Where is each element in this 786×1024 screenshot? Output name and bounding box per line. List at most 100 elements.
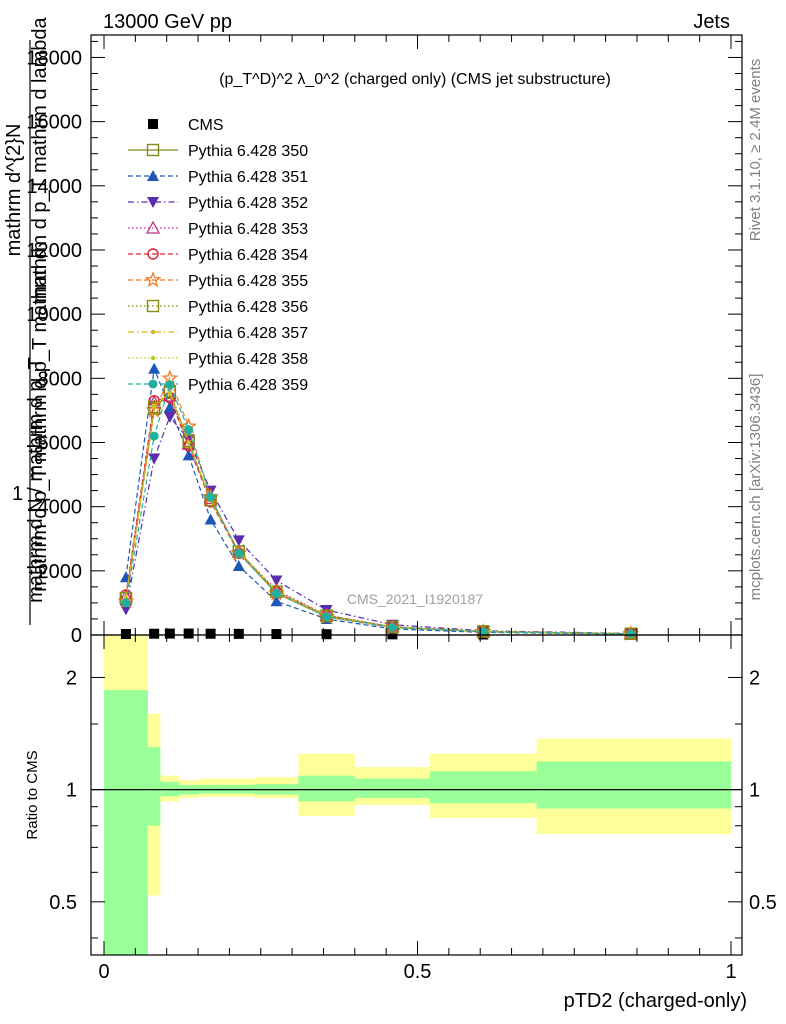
legend-label-1: Pythia 6.428 350 bbox=[188, 143, 308, 160]
series-3-point-5 bbox=[232, 535, 245, 547]
legend-label-2: Pythia 6.428 351 bbox=[188, 169, 308, 186]
ratio-stat-band-0 bbox=[104, 690, 148, 955]
legend-marker-0 bbox=[148, 119, 158, 129]
series-2-point-4 bbox=[204, 513, 217, 525]
main-ytick-label: 2000 bbox=[38, 561, 83, 583]
header-jets: Jets bbox=[693, 11, 730, 33]
main-ytick-label: 10000 bbox=[26, 304, 82, 326]
series-2-point-1 bbox=[148, 362, 161, 374]
watermark-analysis: CMS_2021_I1920187 bbox=[347, 591, 483, 607]
legend-label-3: Pythia 6.428 352 bbox=[188, 195, 308, 212]
legend-label-6: Pythia 6.428 355 bbox=[188, 273, 308, 290]
series-0-point-5 bbox=[233, 628, 244, 639]
series-0-point-3 bbox=[183, 628, 194, 639]
main-ytick-label: 6000 bbox=[38, 432, 83, 454]
series-7-point-3 bbox=[182, 434, 195, 448]
series-2-point-6 bbox=[270, 595, 283, 607]
legend-marker-7 bbox=[146, 299, 160, 313]
legend-label-5: Pythia 6.428 354 bbox=[188, 247, 308, 264]
legend-marker-8 bbox=[150, 329, 156, 335]
main-ytick-label: 8000 bbox=[38, 368, 83, 390]
legend-entry-4: Pythia 6.428 353 bbox=[128, 220, 308, 238]
main-ytick-label: 12000 bbox=[26, 240, 82, 262]
series-9-point-3 bbox=[186, 440, 191, 445]
ratio-xtick-label: 0 bbox=[98, 961, 109, 983]
legend-label-8: Pythia 6.428 357 bbox=[188, 325, 308, 342]
series-10-point-6 bbox=[271, 588, 281, 598]
legend-entry-2: Pythia 6.428 351 bbox=[128, 169, 308, 186]
series-7-point-7 bbox=[320, 609, 333, 622]
series-0-point-0 bbox=[120, 629, 131, 640]
ratio-stat-band-2 bbox=[160, 781, 180, 797]
legend-entry-1: Pythia 6.428 350 bbox=[128, 143, 308, 160]
ratio-stat-band-1 bbox=[147, 747, 161, 826]
series-2-point-2 bbox=[163, 401, 176, 413]
legend-label-4: Pythia 6.428 353 bbox=[188, 221, 308, 238]
ratio-ytick-label: 2 bbox=[66, 667, 77, 689]
series-0-point-7 bbox=[321, 629, 332, 640]
legend-entry-10: Pythia 6.428 359 bbox=[128, 377, 308, 394]
ratio-ticks: 0.5 0.5 1 1 2 2 0 0.5 1 bbox=[49, 635, 777, 983]
ratio-stat-band-9 bbox=[430, 771, 537, 804]
series-0-point-8 bbox=[387, 629, 398, 640]
series-10-point-9 bbox=[478, 627, 488, 637]
legend-label-9: Pythia 6.428 358 bbox=[188, 351, 308, 368]
series-10-point-3 bbox=[184, 425, 194, 435]
main-series bbox=[117, 362, 639, 641]
legend-label-10: Pythia 6.428 359 bbox=[188, 377, 308, 394]
series-4-point-3 bbox=[181, 436, 196, 450]
legend-entry-3: Pythia 6.428 352 bbox=[128, 195, 308, 212]
ratio-xlabel: pTD2 (charged-only) bbox=[564, 990, 747, 1012]
main-ytick-label: 4000 bbox=[38, 497, 83, 519]
legend-entry-6: Pythia 6.428 355 bbox=[128, 271, 308, 290]
side-label-rivet: Rivet 3.1.10, ≥ 2.4M events bbox=[747, 59, 764, 242]
series-0-point-6 bbox=[271, 629, 282, 640]
legend-entry-5: Pythia 6.428 354 bbox=[128, 247, 308, 264]
main-ytick-label: 0 bbox=[71, 625, 82, 647]
series-10-point-8 bbox=[387, 622, 397, 632]
legend-entry-8: Pythia 6.428 357 bbox=[128, 325, 308, 342]
series-9-point-2 bbox=[167, 390, 173, 395]
main-ticks: 0 2000 4000 6000 8000 10000 12000 14000 16000 180… bbox=[26, 35, 742, 647]
ratio-xtick-label: 0.5 bbox=[404, 961, 432, 983]
legend-marker-6 bbox=[144, 271, 162, 288]
legend-marker-4 bbox=[145, 220, 161, 234]
series-3-point-0 bbox=[119, 604, 132, 616]
series-10-point-2 bbox=[165, 380, 175, 390]
legend-marker-10 bbox=[148, 379, 158, 389]
ratio-stat-band-7 bbox=[298, 775, 355, 802]
ratio-stat-band-8 bbox=[354, 778, 431, 798]
series-9-point-1 bbox=[151, 404, 157, 410]
series-10-point-0 bbox=[121, 598, 131, 608]
ratio-ytick-label: 0.5 bbox=[49, 892, 77, 914]
series-10-point-1 bbox=[149, 431, 159, 441]
legend-marker-9 bbox=[150, 355, 156, 361]
main-ytick-label: 18000 bbox=[26, 47, 82, 69]
ratio-bands bbox=[91, 635, 742, 955]
series-10 bbox=[121, 380, 636, 639]
ratio-ytick-label: 1 bbox=[66, 780, 77, 802]
series-10-point-5 bbox=[234, 548, 244, 558]
main-ytick-label: 14000 bbox=[26, 176, 82, 198]
side-label-mcplots: mcplots.cern.ch [arXiv:1306.3436] bbox=[747, 374, 764, 601]
series-2-point-3 bbox=[182, 449, 195, 461]
series-line-10 bbox=[125, 382, 631, 635]
main-ytick-label: 16000 bbox=[26, 112, 82, 134]
legend: CMS Pythia 6.428 350 Pythia 6.428 351 Pythi… bbox=[128, 117, 308, 394]
legend-marker-5 bbox=[147, 248, 159, 260]
ratio-ytick-label-right: 0.5 bbox=[749, 892, 777, 914]
series-10-point-7 bbox=[322, 612, 332, 622]
series-0-point-1 bbox=[149, 628, 160, 639]
series-3-point-6 bbox=[270, 575, 283, 587]
series-3-point-2 bbox=[163, 411, 176, 423]
ylabel-mid2: mathrm d p_T mathrm d p_T mathrm d bbox=[29, 248, 51, 592]
series-2-point-5 bbox=[232, 560, 245, 572]
ratio-ytick-label-right: 1 bbox=[749, 780, 760, 802]
series-0-point-2 bbox=[164, 628, 175, 639]
series-7-point-1 bbox=[147, 400, 161, 414]
header-energy: 13000 GeV pp bbox=[103, 11, 232, 33]
ratio-stat-band-10 bbox=[536, 761, 731, 809]
series-10-point-4 bbox=[206, 492, 216, 502]
series-0-point-4 bbox=[205, 628, 216, 639]
ylabel-mid: mathrm d p_T mathrm d lambda bbox=[29, 16, 51, 302]
